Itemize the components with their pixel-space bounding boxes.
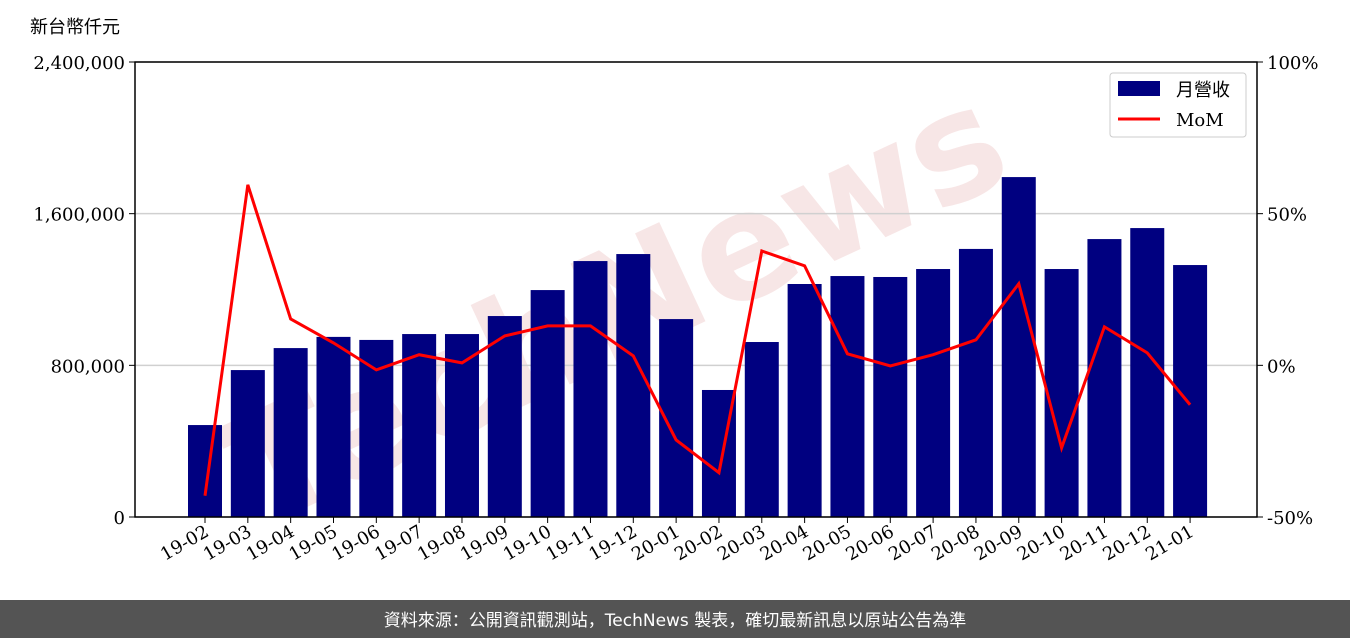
x-tick-label: 19-11 — [543, 521, 598, 565]
y2-tick-label: 100% — [1267, 53, 1318, 74]
footer: 資料來源：公開資訊觀測站，TechNews 製表，確切最新訊息以原站公告為準 — [384, 611, 966, 631]
legend-label: 月營收 — [1176, 80, 1230, 101]
bar — [444, 334, 479, 517]
x-tick-label: 19-10 — [500, 521, 555, 565]
bar — [830, 276, 865, 517]
x-tick-label: 20-09 — [971, 521, 1026, 565]
bar — [1130, 228, 1165, 517]
y2-tick-label: -50% — [1267, 508, 1313, 529]
line — [203, 184, 1192, 496]
bar — [1087, 239, 1122, 517]
x-tick-label: 19-08 — [414, 521, 469, 565]
bar — [316, 336, 351, 517]
bar — [744, 342, 779, 517]
x-tick-label: 20-08 — [928, 521, 983, 565]
bar — [487, 316, 522, 517]
bar — [916, 269, 951, 517]
x-tick-label: 20-01 — [628, 521, 683, 565]
y-axis-label: 新台幣仟元 — [30, 17, 120, 38]
bar — [402, 334, 437, 517]
y2-tick-label: 0% — [1267, 356, 1296, 377]
x-tick-label: 19-07 — [371, 521, 426, 565]
bar — [787, 284, 822, 517]
bar — [230, 370, 265, 517]
bar — [273, 348, 308, 517]
x-tick-label: 20-11 — [1056, 521, 1111, 565]
bar — [188, 425, 222, 517]
legend-label: MoM — [1176, 110, 1224, 131]
x-tick-label: 20-03 — [714, 521, 769, 565]
x-tick-label: 19-12 — [585, 521, 640, 565]
bar — [530, 290, 565, 517]
y-tick-label: 0 — [114, 508, 125, 529]
footer-bar — [0, 600, 1350, 638]
legend: 月營收 MoM — [1109, 72, 1247, 138]
y2-tick-label: 50% — [1267, 205, 1307, 226]
y-tick-label: 1,600,000 — [33, 205, 125, 226]
plot-frame — [134, 61, 1258, 518]
y-tick-label: 2,400,000 — [33, 53, 125, 74]
x-tick-label: 20-05 — [800, 521, 855, 565]
bar — [1001, 177, 1036, 517]
x-tick-label: 20-02 — [671, 521, 726, 565]
x-tick-label: 21-01 — [1142, 521, 1197, 565]
y-tick-label: 800,000 — [51, 356, 125, 377]
x-tick-label: 20-04 — [757, 521, 812, 565]
x-tick-label: 19-02 — [157, 521, 212, 565]
legend-swatch — [1118, 81, 1160, 96]
bar — [873, 276, 908, 517]
x-tick-label: 20-07 — [885, 521, 940, 565]
x-tick-label: 19-09 — [457, 521, 512, 565]
x-tick-label: 19-03 — [200, 521, 255, 565]
bar — [573, 261, 608, 517]
bar — [1044, 269, 1079, 517]
bar — [616, 254, 651, 517]
x-tick-label: 20-06 — [842, 521, 897, 565]
bar — [958, 248, 993, 517]
x-tick-label: 20-10 — [1014, 521, 1069, 565]
x-tick-label: 20-12 — [1099, 521, 1154, 565]
